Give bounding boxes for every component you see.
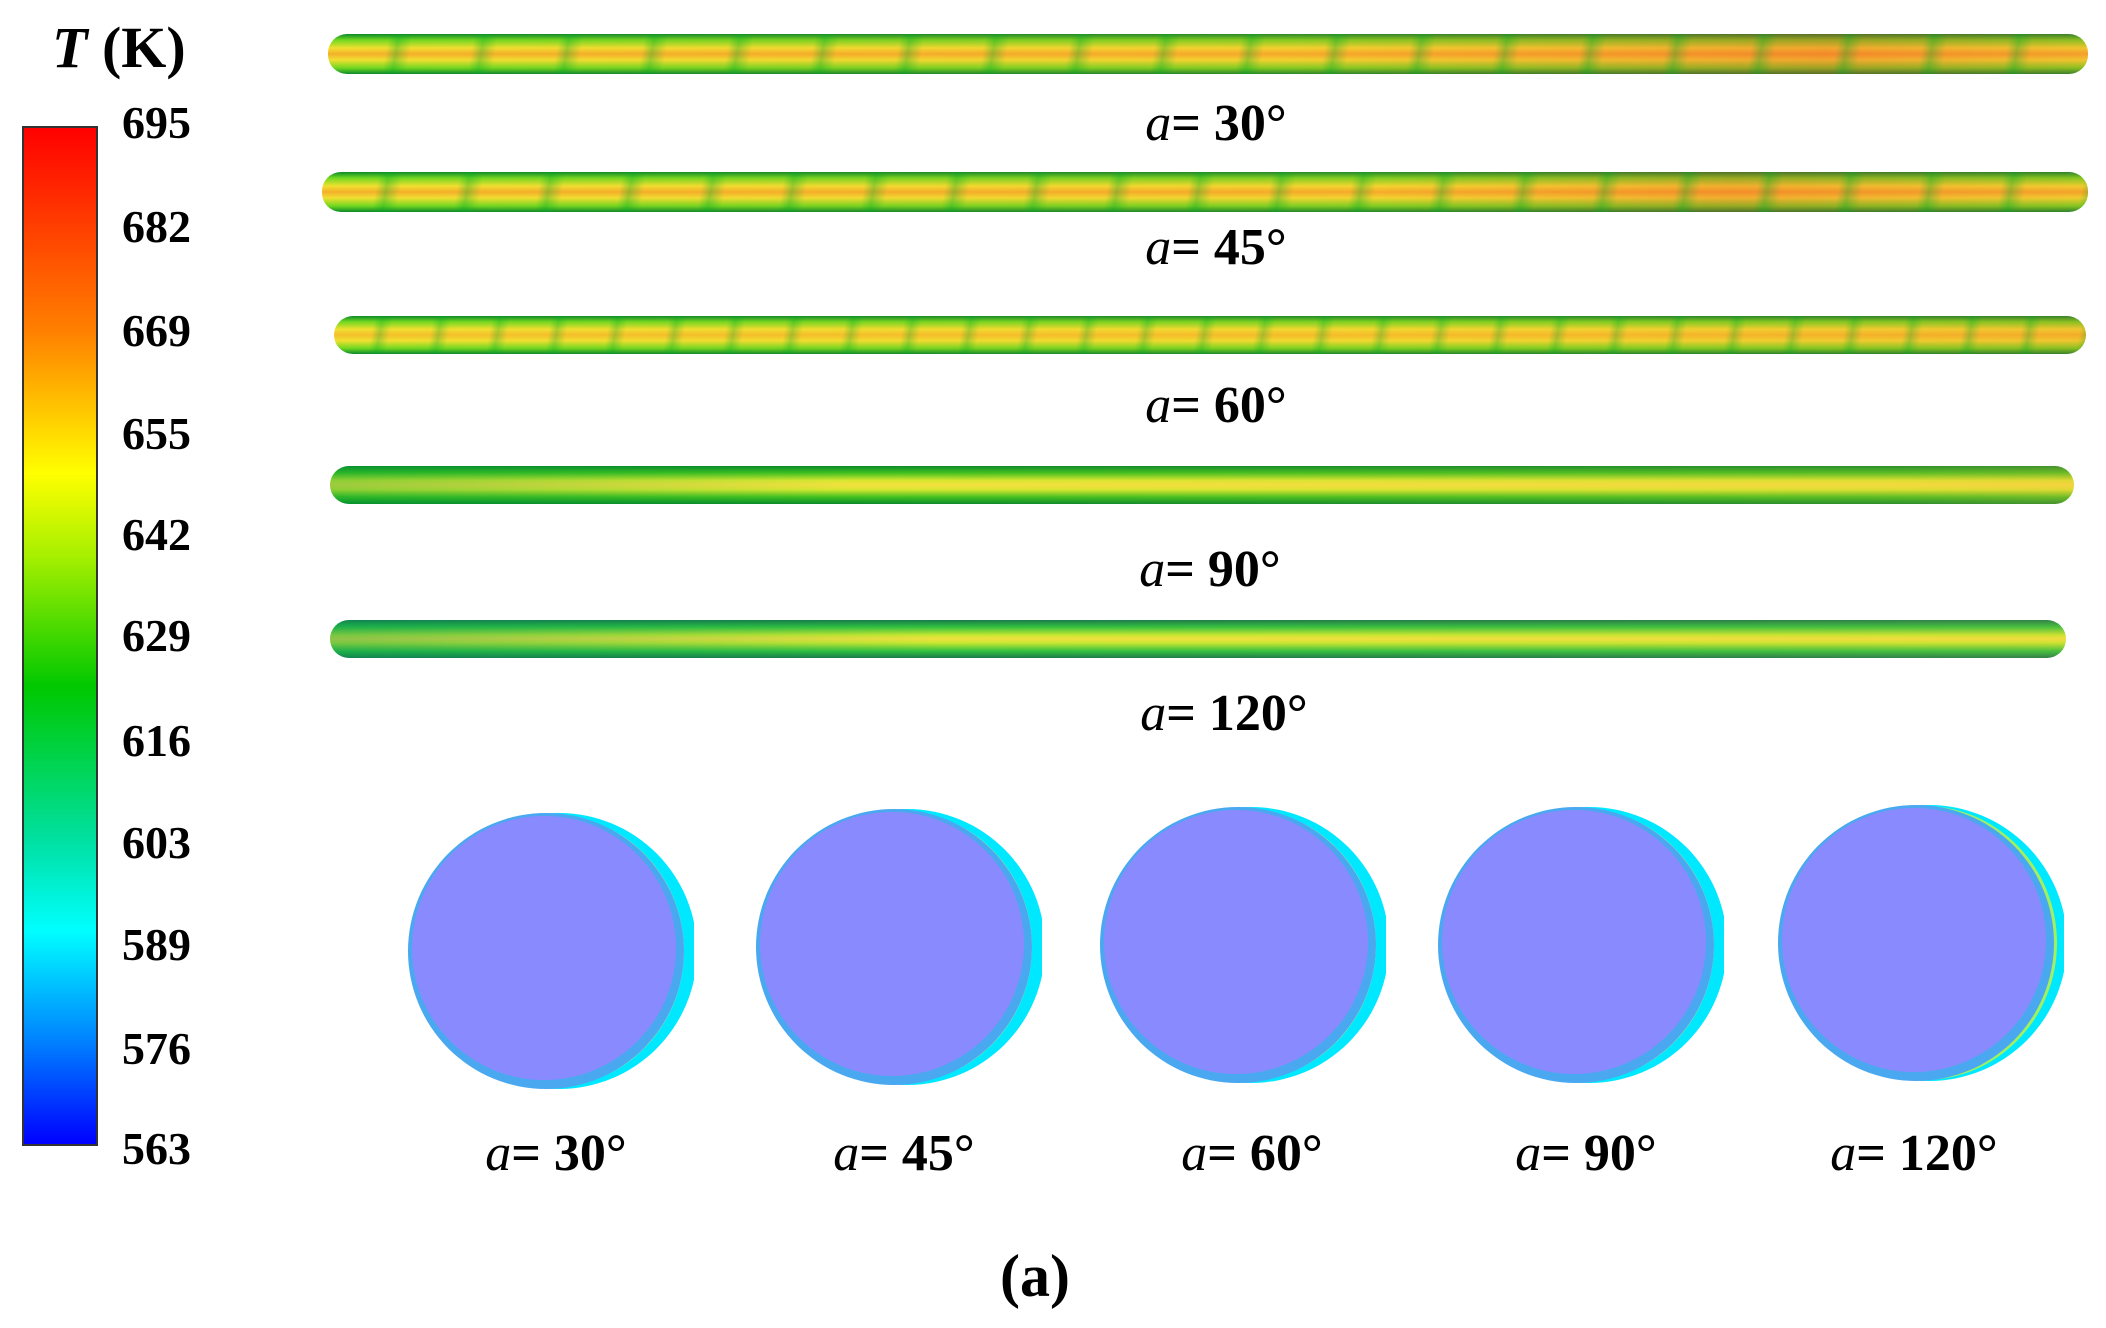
tube-contour-30 [328, 34, 2088, 74]
cross-section-symbol: a [1830, 1125, 1857, 1182]
legend-title: T (K) [52, 14, 186, 81]
tube-contour-90 [330, 466, 2074, 504]
cross-section-symbol: a [1181, 1125, 1208, 1182]
cross-section-120 [1778, 805, 2064, 1081]
tube-contour-45 [322, 172, 2088, 212]
legend-unit: (K) [101, 15, 186, 80]
cross-section-45 [756, 809, 1042, 1085]
cross-section-label-120: a= 120° [1830, 1124, 1997, 1183]
cross-section-90 [1438, 807, 1724, 1083]
tube-contour-120 [330, 620, 2066, 658]
tube-label-value: = 60° [1171, 377, 1287, 434]
colorbar-tick-603: 603 [122, 817, 191, 868]
colorbar-tick-655: 655 [122, 408, 191, 459]
panel-label: (a) [1000, 1243, 1070, 1309]
cross-section-symbol: a [485, 1125, 512, 1182]
cross-section-value: = 120° [1856, 1125, 1998, 1182]
cross-section-label-30: a= 30° [485, 1124, 626, 1183]
tube-label-120: a= 120° [1140, 684, 1307, 743]
cross-section-value: = 90° [1541, 1125, 1657, 1182]
tube-label-90: a= 90° [1139, 540, 1280, 599]
tube-label-symbol: a [1145, 219, 1172, 276]
colorbar-tick-682: 682 [122, 201, 191, 252]
tube-label-value: = 45° [1171, 219, 1287, 276]
tube-label-symbol: a [1145, 377, 1172, 434]
cross-section-value: = 30° [511, 1125, 627, 1182]
colorbar-tick-642: 642 [122, 509, 191, 560]
tube-label-30: a= 30° [1145, 94, 1286, 153]
cross-section-value: = 60° [1207, 1125, 1323, 1182]
colorbar-tick-616: 616 [122, 715, 191, 766]
colorbar-tick-695: 695 [122, 97, 191, 148]
cross-section-label-60: a= 60° [1181, 1124, 1322, 1183]
colorbar-tick-669: 669 [122, 305, 191, 356]
cross-section-60 [1100, 807, 1386, 1083]
tube-label-symbol: a [1145, 95, 1172, 152]
tube-contour-60 [334, 316, 2086, 354]
colorbar-tick-629: 629 [122, 610, 191, 661]
cross-section-label-90: a= 90° [1515, 1124, 1656, 1183]
cross-section-symbol: a [833, 1125, 860, 1182]
colorbar-tick-563: 563 [122, 1123, 191, 1174]
tube-label-value: = 30° [1171, 95, 1287, 152]
colorbar-tick-576: 576 [122, 1023, 191, 1074]
colorbar [22, 126, 98, 1146]
cross-section-symbol: a [1515, 1125, 1542, 1182]
cross-section-value: = 45° [859, 1125, 975, 1182]
cross-section-label-45: a= 45° [833, 1124, 974, 1183]
tube-label-symbol: a [1139, 541, 1166, 598]
tube-label-value: = 120° [1166, 685, 1308, 742]
tube-label-45: a= 45° [1145, 218, 1286, 277]
colorbar-tick-589: 589 [122, 919, 191, 970]
legend-symbol: T [52, 15, 88, 80]
tube-label-value: = 90° [1165, 541, 1281, 598]
tube-label-symbol: a [1140, 685, 1167, 742]
tube-label-60: a= 60° [1145, 376, 1286, 435]
cross-section-30 [408, 813, 694, 1089]
